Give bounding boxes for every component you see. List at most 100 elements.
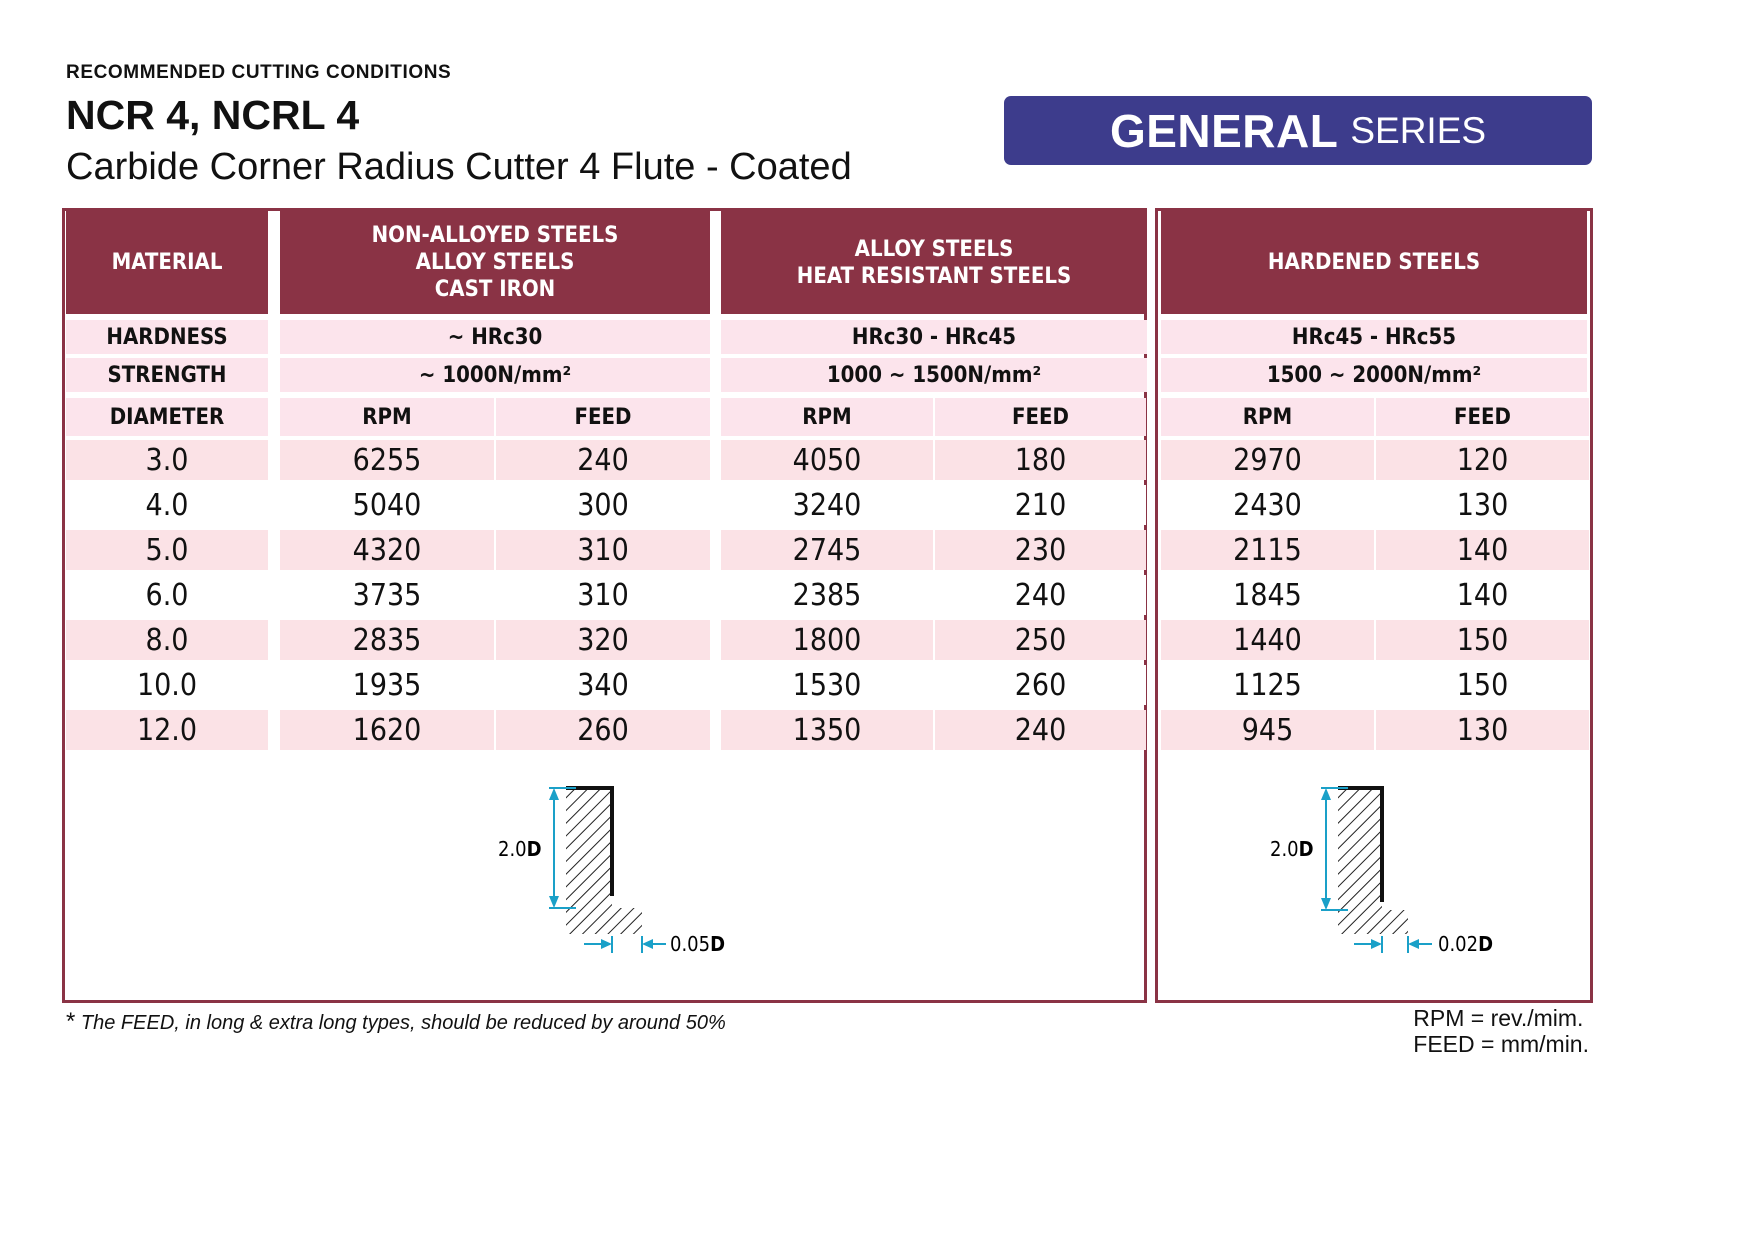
feed-cell: 310	[496, 530, 710, 570]
arrow-up-icon	[1321, 788, 1331, 800]
feed-cell: 130	[1376, 710, 1589, 750]
feed-cell: 130	[1376, 485, 1589, 525]
series-badge: GENERAL SERIES	[1004, 96, 1592, 165]
group-header-3: HARDENED STEELS	[1161, 211, 1587, 314]
rpm-cell: 3240	[721, 485, 933, 525]
footnote-star: *	[66, 1008, 76, 1035]
feed-cell: 140	[1376, 575, 1589, 615]
diameter-cell: 3.0	[66, 440, 268, 480]
workpiece-hatch	[1338, 788, 1408, 934]
radial-label: 0.05D	[670, 932, 725, 956]
diameter-cell: 8.0	[66, 620, 268, 660]
feed-cell: 150	[1376, 665, 1589, 705]
arrow-down-icon	[1321, 898, 1331, 910]
strength-value: 1500 ~ 2000N/mm²	[1161, 358, 1587, 392]
footnote-text: The FEED, in long & extra long types, sh…	[80, 1012, 726, 1034]
legend-feed: FEED = mm/min.	[1413, 1031, 1589, 1057]
rpm-header: RPM	[1161, 398, 1374, 436]
group-header-line: ALLOY STEELS	[415, 250, 575, 275]
strength-value: 1000 ~ 1500N/mm²	[721, 358, 1147, 392]
depth-diagram-1: 2.0D 0.05D	[498, 786, 725, 956]
hardness-value: HRc45 - HRc55	[1161, 320, 1587, 354]
diameter-cell: 10.0	[66, 665, 268, 705]
rpm-cell: 1530	[721, 665, 933, 705]
cut-profile-line	[566, 786, 614, 896]
feed-cell: 230	[935, 530, 1146, 570]
diameter-cell: 5.0	[66, 530, 268, 570]
rpm-cell: 1620	[280, 710, 494, 750]
rpm-cell: 2835	[280, 620, 494, 660]
rpm-cell: 1440	[1161, 620, 1374, 660]
strength-value: ~ 1000N/mm²	[280, 358, 710, 392]
rpm-cell: 1845	[1161, 575, 1374, 615]
rpm-cell: 2970	[1161, 440, 1374, 480]
arrow-right-icon	[601, 939, 612, 949]
product-title: NCR 4, NCRL 4	[66, 92, 360, 138]
rpm-cell: 1935	[280, 665, 494, 705]
series-name: GENERAL	[1109, 104, 1339, 157]
diameter-cell: 4.0	[66, 485, 268, 525]
group-header-line: CAST IRON	[434, 277, 556, 302]
group-header-line: ALLOY STEELS	[854, 236, 1014, 262]
depth-diagram-2: 2.0D 0.02D	[1270, 786, 1493, 956]
feed-cell: 310	[496, 575, 710, 615]
strength-label: STRENGTH	[66, 358, 268, 392]
unit-legend: RPM = rev./mim. FEED = mm/min.	[1413, 1005, 1589, 1057]
rpm-cell: 4320	[280, 530, 494, 570]
depth-label: 2.0D	[498, 837, 542, 861]
cut-profile-line	[1338, 786, 1384, 902]
feed-cell: 240	[496, 440, 710, 480]
hardness-value: ~ HRc30	[280, 320, 710, 354]
hardness-label: HARDNESS	[66, 320, 268, 354]
feed-cell: 250	[935, 620, 1146, 660]
rpm-cell: 5040	[280, 485, 494, 525]
series-suffix: SERIES	[1350, 109, 1487, 151]
rpm-cell: 4050	[721, 440, 933, 480]
group-header-1: NON-ALLOYED STEELS ALLOY STEELS CAST IRON	[280, 211, 710, 314]
depth-label: 2.0D	[1270, 837, 1314, 861]
rpm-cell: 2115	[1161, 530, 1374, 570]
hardness-value: HRc30 - HRc45	[721, 320, 1147, 354]
feed-footnote: * The FEED, in long & extra long types, …	[66, 1008, 726, 1036]
feed-header: FEED	[496, 398, 710, 436]
feed-cell: 240	[935, 575, 1146, 615]
legend-rpm: RPM = rev./mim.	[1413, 1005, 1584, 1031]
feed-cell: 150	[1376, 620, 1589, 660]
rpm-header: RPM	[721, 398, 933, 436]
feed-header: FEED	[1376, 398, 1589, 436]
arrow-right-icon	[1371, 939, 1382, 949]
material-header: MATERIAL	[66, 211, 268, 314]
feed-cell: 300	[496, 485, 710, 525]
feed-cell: 210	[935, 485, 1146, 525]
feed-cell: 120	[1376, 440, 1589, 480]
feed-cell: 320	[496, 620, 710, 660]
feed-cell: 240	[935, 710, 1146, 750]
radial-label: 0.02D	[1438, 932, 1493, 956]
rpm-cell: 945	[1161, 710, 1374, 750]
feed-cell: 340	[496, 665, 710, 705]
rpm-header: RPM	[280, 398, 494, 436]
group-header-line: NON-ALLOYED STEELS	[371, 223, 619, 248]
feed-header: FEED	[935, 398, 1146, 436]
feed-cell: 180	[935, 440, 1146, 480]
rpm-cell: 3735	[280, 575, 494, 615]
rpm-cell: 1800	[721, 620, 933, 660]
feed-cell: 260	[935, 665, 1146, 705]
rpm-cell: 1350	[721, 710, 933, 750]
group-header-2: ALLOY STEELS HEAT RESISTANT STEELS	[721, 211, 1147, 314]
rpm-cell: 1125	[1161, 665, 1374, 705]
arrow-left-icon	[1408, 939, 1419, 949]
diameter-cell: 6.0	[66, 575, 268, 615]
diameter-cell: 12.0	[66, 710, 268, 750]
group-header-line: HARDENED STEELS	[1267, 250, 1481, 275]
rpm-cell: 2385	[721, 575, 933, 615]
group-header-line: HEAT RESISTANT STEELS	[796, 263, 1072, 289]
rpm-cell: 6255	[280, 440, 494, 480]
product-subtitle: Carbide Corner Radius Cutter 4 Flute - C…	[66, 146, 852, 188]
rpm-cell: 2745	[721, 530, 933, 570]
diameter-label: DIAMETER	[66, 398, 268, 436]
feed-cell: 260	[496, 710, 710, 750]
feed-cell: 140	[1376, 530, 1589, 570]
kicker-text: RECOMMENDED CUTTING CONDITIONS	[66, 62, 452, 83]
arrow-down-icon	[549, 896, 559, 908]
